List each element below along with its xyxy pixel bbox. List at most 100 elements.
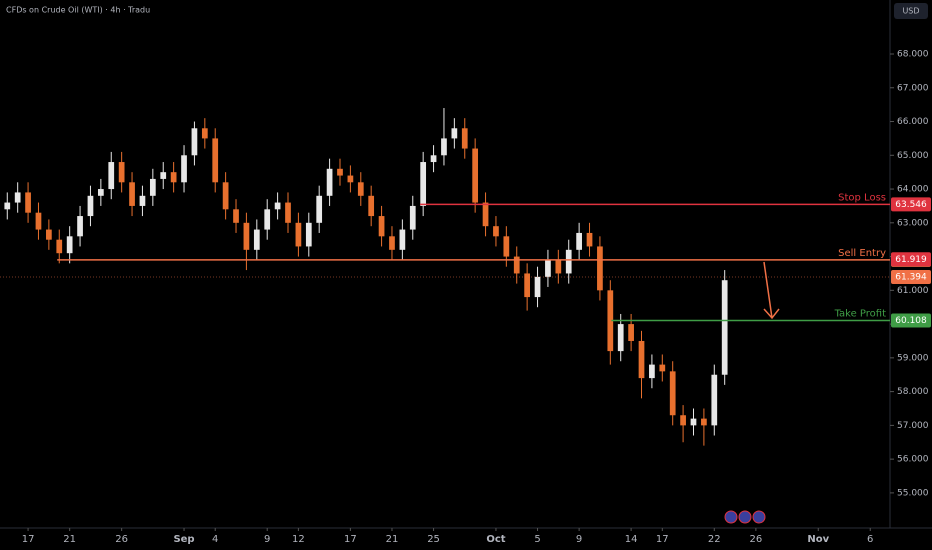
- candle-body: [108, 162, 115, 190]
- candle-body: [503, 236, 510, 257]
- candle-body: [25, 192, 31, 213]
- candle-body: [347, 175, 354, 183]
- candle-body: [222, 182, 229, 210]
- candle-body: [711, 374, 718, 426]
- y-tick-label: 66.000: [897, 117, 929, 127]
- candle-body: [472, 148, 479, 203]
- level-name: Take Profit: [834, 308, 887, 319]
- candle-body: [4, 202, 11, 210]
- candle-body: [326, 168, 333, 196]
- candle-body: [576, 232, 582, 250]
- y-tick-label: 57.000: [897, 421, 929, 431]
- candle-body: [243, 222, 250, 250]
- x-tick-label: 17: [22, 534, 35, 545]
- candle-body: [253, 229, 260, 250]
- candle-body: [305, 222, 312, 247]
- candle-body: [721, 280, 728, 375]
- candle-body: [565, 249, 572, 274]
- x-tick-label: 12: [292, 534, 305, 545]
- x-tick-label: 25: [427, 534, 440, 545]
- price-badge: [891, 252, 931, 267]
- candle-body: [316, 195, 323, 223]
- x-tick-label: Sep: [173, 534, 194, 545]
- candle-body: [409, 205, 416, 230]
- level-name: Sell Entry: [838, 248, 886, 259]
- candle-body: [160, 172, 167, 179]
- candle-body: [493, 226, 499, 237]
- x-tick-label: 6: [867, 534, 873, 545]
- x-tick-label: 14: [625, 534, 638, 545]
- x-tick-label: 17: [656, 534, 669, 545]
- candle-body: [482, 202, 489, 227]
- candle-body: [87, 195, 94, 217]
- candle-body: [212, 138, 219, 183]
- candle-body: [649, 364, 655, 379]
- x-tick-label: 5: [534, 534, 540, 545]
- candle-body: [451, 128, 458, 139]
- candle-body: [264, 209, 271, 230]
- currency-label[interactable]: USD: [902, 7, 919, 16]
- x-tick-label: Nov: [807, 534, 829, 545]
- price-badge: [891, 313, 931, 328]
- candle-body: [368, 195, 375, 217]
- candle-body: [139, 195, 146, 206]
- x-tick-label: 21: [386, 534, 399, 545]
- candle-body: [389, 236, 395, 250]
- candle-body: [285, 202, 291, 223]
- candle-body: [233, 209, 239, 223]
- price-badge-label: 60.108: [895, 316, 927, 326]
- level-name: Stop Loss: [838, 192, 886, 203]
- candle-body: [524, 273, 530, 298]
- price-badge-label: 63.546: [895, 200, 927, 210]
- candle-body: [430, 155, 437, 163]
- candle-body: [337, 168, 343, 176]
- y-tick-label: 55.000: [897, 488, 929, 498]
- candle-body: [118, 162, 125, 183]
- y-tick-label: 58.000: [897, 387, 929, 397]
- y-tick-label: 68.000: [897, 50, 929, 60]
- candle-body: [680, 415, 686, 426]
- candle-body: [701, 418, 707, 426]
- x-tick-label: 22: [708, 534, 721, 545]
- candle-body: [295, 222, 302, 247]
- x-tick-label: 9: [576, 534, 582, 545]
- candle-body: [690, 418, 697, 426]
- event-icon[interactable]: [724, 510, 738, 524]
- x-tick-label: Oct: [486, 534, 505, 545]
- candle-body: [659, 364, 666, 372]
- x-tick-label: 9: [264, 534, 270, 545]
- candle-body: [129, 182, 135, 206]
- price-badge: [891, 197, 931, 212]
- candle-body: [399, 229, 406, 250]
- event-icon[interactable]: [738, 510, 752, 524]
- event-icon[interactable]: [752, 510, 766, 524]
- x-tick-label: 17: [344, 534, 357, 545]
- y-tick-label: 63.000: [897, 218, 929, 228]
- candle-body: [597, 246, 603, 291]
- y-tick-label: 67.000: [897, 83, 929, 93]
- candle-body: [170, 172, 177, 183]
- chart-title: CFDs on Crude Oil (WTI) · 4h · Tradu: [6, 6, 150, 15]
- candle-body: [607, 290, 614, 352]
- candle-body: [534, 276, 541, 298]
- plot-area: [4, 108, 728, 446]
- candle-body: [274, 202, 281, 210]
- candle-body: [555, 259, 562, 274]
- candle-body: [357, 182, 364, 196]
- candle-body: [461, 128, 468, 149]
- candle-body: [201, 128, 208, 139]
- candle-body: [628, 324, 634, 341]
- direction-arrow: [763, 261, 780, 320]
- y-tick-label: 64.000: [897, 185, 929, 195]
- candle-body: [66, 236, 73, 254]
- y-tick-label: 65.000: [897, 151, 929, 161]
- currency-button[interactable]: [894, 3, 928, 19]
- price-badge-label: 61.394: [895, 273, 927, 283]
- event-icons: [724, 510, 766, 524]
- candle-body: [46, 229, 52, 240]
- x-tick-label: 4: [212, 534, 218, 545]
- candle-body: [97, 189, 104, 196]
